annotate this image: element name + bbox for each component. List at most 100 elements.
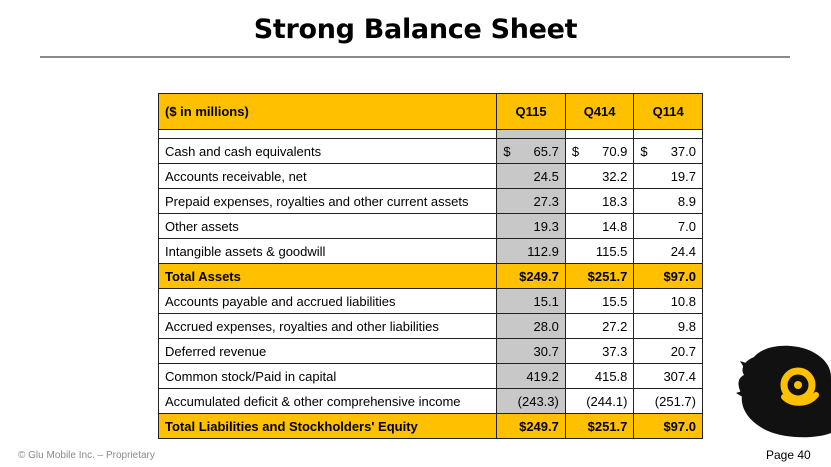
- cell-q414: 115.5: [564, 238, 635, 264]
- cell-q115: 27.3: [496, 188, 566, 214]
- row-label: Total Assets: [157, 263, 498, 289]
- cell-value: 24.4: [670, 243, 696, 259]
- cell-q114: 8.9: [633, 188, 703, 214]
- cell-value: 37.0: [670, 143, 696, 159]
- cell-value: 14.8: [602, 218, 628, 234]
- total-row: Total Liabilities and Stockholders' Equi…: [157, 413, 703, 439]
- cell-value: $251.7: [587, 418, 628, 434]
- balance-sheet-table: ($ in millions) Q115 Q414 Q114 Cash and …: [157, 93, 703, 439]
- cell-value: 8.9: [677, 193, 696, 209]
- row-label: Total Liabilities and Stockholders' Equi…: [157, 413, 498, 439]
- cell-q114: $37.0: [633, 138, 703, 164]
- cell-value: 65.7: [533, 143, 559, 159]
- cell-value: 415.8: [594, 368, 628, 384]
- table-header-row: ($ in millions) Q115 Q414 Q114: [157, 93, 703, 130]
- row-label: Other assets: [157, 213, 498, 239]
- cell-value: 115.5: [595, 243, 628, 259]
- cell-value: 37.3: [602, 343, 628, 359]
- header-label: ($ in millions): [157, 93, 498, 130]
- table-row: Accumulated deficit & other comprehensiv…: [157, 388, 703, 414]
- cell-q115: 24.5: [496, 163, 566, 189]
- total-row: Total Assets $249.7 $251.7 $97.0: [157, 263, 703, 289]
- cell-q414: $70.9: [564, 138, 635, 164]
- cell-q115: 419.2: [496, 363, 566, 389]
- table-row: Other assets 19.3 14.8 7.0: [157, 213, 703, 239]
- cell-q414: 15.5: [564, 288, 635, 314]
- table-body: Cash and cash equivalents $65.7 $70.9 $37.0…: [157, 138, 703, 439]
- cell-value: 27.2: [602, 318, 628, 334]
- cell-q114: $97.0: [633, 413, 703, 439]
- cell-q115: (243.3): [496, 388, 566, 414]
- cell-q115: $249.7: [496, 263, 566, 289]
- cell-q114: 307.4: [633, 363, 703, 389]
- row-label: Intangible assets & goodwill: [157, 238, 498, 264]
- table-row: Deferred revenue 30.7 37.3 20.7: [157, 338, 703, 364]
- cell-value: 32.2: [602, 168, 628, 184]
- cell-q414: 37.3: [564, 338, 635, 364]
- row-label: Accounts payable and accrued liabilities: [157, 288, 498, 314]
- row-label: Accrued expenses, royalties and other li…: [157, 313, 498, 339]
- row-label: Accounts receivable, net: [157, 163, 498, 189]
- cell-value: 19.3: [533, 218, 559, 234]
- cell-value: 9.8: [677, 318, 696, 334]
- row-label: Deferred revenue: [157, 338, 498, 364]
- cell-q115: $249.7: [496, 413, 566, 439]
- currency-symbol: $: [571, 143, 580, 159]
- table-row: Accrued expenses, royalties and other li…: [157, 313, 703, 339]
- cell-value: $249.7: [519, 418, 559, 434]
- cell-value: $97.0: [663, 418, 696, 434]
- header-q115: Q115: [496, 93, 566, 130]
- cell-q115: 28.0: [496, 313, 566, 339]
- page-number: Page 40: [766, 448, 811, 462]
- cell-q414: 14.8: [564, 213, 635, 239]
- table-row: Intangible assets & goodwill 112.9 115.5 24…: [157, 238, 703, 264]
- row-label: Cash and cash equivalents: [157, 138, 498, 164]
- cell-value: $97.0: [663, 268, 696, 284]
- cell-value: 70.9: [602, 143, 628, 159]
- cell-value: 10.8: [670, 293, 696, 309]
- cell-q115: $65.7: [496, 138, 566, 164]
- cell-value: $251.7: [587, 268, 628, 284]
- header-q414: Q414: [564, 93, 635, 130]
- cell-q114: 19.7: [633, 163, 703, 189]
- cell-q114: 20.7: [633, 338, 703, 364]
- cell-q114: 9.8: [633, 313, 703, 339]
- cell-value: 112.9: [527, 243, 559, 259]
- row-label: Common stock/Paid in capital: [157, 363, 498, 389]
- cell-q114: 10.8: [633, 288, 703, 314]
- cell-q414: (244.1): [564, 388, 635, 414]
- cell-q115: 15.1: [496, 288, 566, 314]
- cell-value: (244.1): [586, 393, 628, 409]
- cell-q414: 27.2: [564, 313, 635, 339]
- cell-value: 15.5: [602, 293, 628, 309]
- cell-q114: 24.4: [633, 238, 703, 264]
- page-title: Strong Balance Sheet: [253, 14, 578, 45]
- currency-symbol: $: [503, 143, 511, 159]
- cell-value: 24.5: [533, 168, 559, 184]
- currency-symbol: $: [640, 143, 648, 159]
- cell-value: (243.3): [517, 393, 559, 409]
- cell-value: 419.2: [526, 368, 559, 384]
- table-row: Cash and cash equivalents $65.7 $70.9 $37.0: [157, 138, 703, 164]
- cell-q414: 415.8: [564, 363, 635, 389]
- glu-logo-icon: [736, 345, 831, 438]
- cell-q414: $251.7: [564, 413, 635, 439]
- cell-q114: 7.0: [633, 213, 703, 239]
- cell-value: 30.7: [533, 343, 559, 359]
- row-label: Prepaid expenses, royalties and other cu…: [157, 188, 498, 214]
- table-row: Common stock/Paid in capital 419.2 415.8 30…: [157, 363, 703, 389]
- title-divider: [40, 56, 790, 58]
- table-row: Accounts receivable, net 24.5 32.2 19.7: [157, 163, 703, 189]
- cell-value: (251.7): [654, 393, 696, 409]
- cell-value: 27.3: [533, 193, 559, 209]
- cell-value: 19.7: [670, 168, 696, 184]
- cell-value: $249.7: [519, 268, 559, 284]
- cell-q115: 19.3: [496, 213, 566, 239]
- cell-q115: 30.7: [496, 338, 566, 364]
- cell-q114: (251.7): [633, 388, 703, 414]
- cell-value: 307.4: [663, 368, 696, 384]
- cell-value: 15.1: [533, 293, 559, 309]
- cell-q115: 112.9: [496, 238, 566, 264]
- cell-q414: 32.2: [564, 163, 635, 189]
- cell-value: 28.0: [533, 318, 559, 334]
